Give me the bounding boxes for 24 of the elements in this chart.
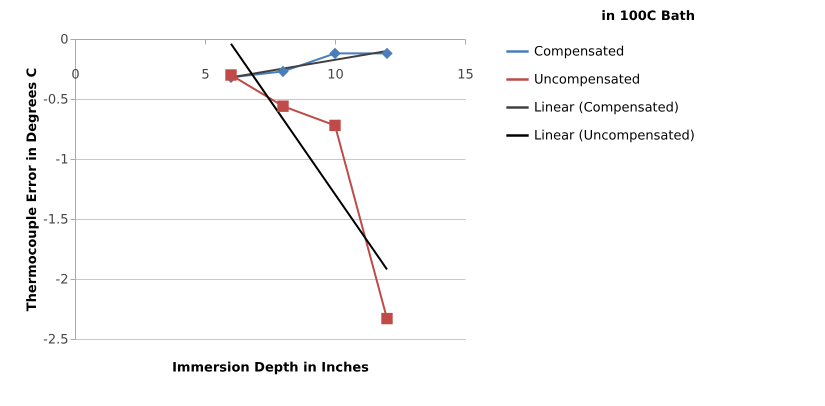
y-tick-label: -2 (56, 272, 68, 288)
y-tick-label: -2.5 (43, 332, 68, 348)
y-tick-label: -1.5 (43, 212, 68, 228)
point (381, 312, 393, 324)
point (381, 48, 393, 60)
y-tick-label: 0 (60, 32, 68, 48)
x-tick-label: 15 (457, 68, 474, 82)
legend-label: Linear (Uncompensated) (534, 128, 695, 144)
legend-label: Compensated (534, 44, 624, 60)
text: in 100C Bath (601, 9, 695, 24)
x-tick-label: 10 (327, 68, 344, 82)
y-tick-label: -0.5 (43, 92, 68, 108)
point (225, 69, 237, 81)
point (277, 100, 289, 112)
point (329, 120, 341, 132)
x-tick-label: 0 (71, 68, 80, 82)
legend-label: Uncompensated (534, 72, 640, 88)
x-axis-title: Immersion Depth in Inches (172, 360, 370, 376)
y-tick-label: -1 (56, 152, 68, 168)
point (329, 48, 341, 60)
y-axis-title: Thermocouple Error in Degrees C (25, 68, 40, 312)
x-tick-label: 5 (201, 68, 210, 82)
point (277, 66, 289, 78)
legend-label: Linear (Compensated) (534, 100, 679, 116)
